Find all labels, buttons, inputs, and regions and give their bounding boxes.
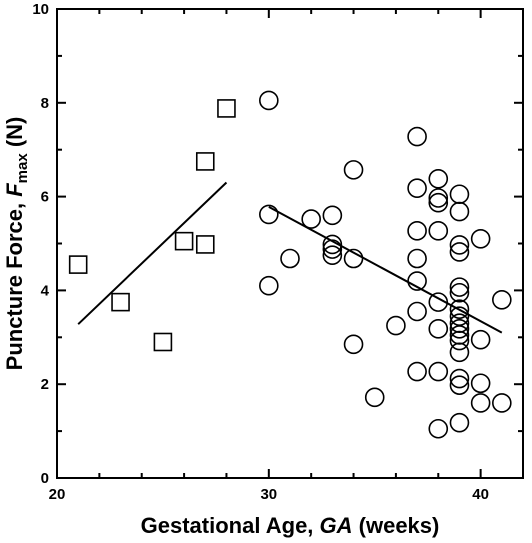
y-tick-label: 8 — [41, 95, 49, 112]
y-axis-title-prefix: Puncture Force, — [2, 197, 27, 371]
circle-point — [322, 205, 343, 226]
circle-point — [407, 271, 427, 291]
square-point — [217, 99, 236, 118]
circle-point — [364, 387, 385, 408]
circle-point — [407, 361, 427, 382]
y-axis-title-sub: max — [14, 153, 31, 184]
circle-point — [322, 239, 343, 259]
circle-point — [428, 192, 449, 213]
circle-point — [449, 235, 470, 255]
circle-point — [470, 229, 491, 249]
circle-point — [449, 330, 470, 351]
square-point — [195, 152, 215, 171]
x-axis-title: Gestational Age, GA (weeks) — [141, 513, 440, 538]
fit-line-squares — [77, 181, 228, 325]
circle-point — [322, 234, 343, 255]
circle-point — [449, 319, 470, 339]
circle-point — [449, 375, 470, 395]
circle-point — [449, 282, 470, 303]
circle-point — [301, 209, 321, 229]
circle-point — [407, 221, 427, 241]
circle-point — [407, 301, 427, 322]
square-point — [195, 235, 215, 254]
circle-point — [407, 248, 427, 269]
circle-point — [492, 289, 512, 310]
circle-point — [470, 393, 491, 413]
circle-point — [407, 178, 427, 198]
y-tick-label: 4 — [41, 282, 50, 299]
circle-point — [449, 277, 470, 297]
circle-point — [343, 334, 364, 355]
circle-point — [428, 361, 449, 382]
circle-point — [386, 315, 406, 336]
circle-point — [428, 418, 449, 439]
data-points — [68, 90, 512, 439]
x-axis-title-suffix: (weeks) — [353, 513, 440, 538]
circle-point — [259, 275, 279, 296]
square-point — [153, 332, 173, 352]
circle-point — [449, 368, 470, 389]
circle-point — [449, 299, 470, 319]
fit-lines — [77, 181, 503, 334]
square-point — [68, 255, 88, 274]
circle-point — [449, 242, 470, 262]
circle-point — [428, 221, 449, 241]
circle-point — [428, 168, 449, 189]
y-tick-label: 0 — [41, 470, 49, 487]
square-point — [111, 292, 130, 312]
x-axis-title-var: GA — [320, 513, 353, 538]
circle-point — [259, 90, 279, 111]
circle-point — [449, 201, 470, 222]
y-axis-title-var: F — [2, 183, 27, 197]
square-point — [174, 231, 194, 251]
x-tick-label: 20 — [49, 486, 66, 503]
y-axis-title-suffix: (N) — [2, 117, 27, 154]
circle-point — [428, 292, 449, 312]
circle-point — [259, 204, 279, 225]
circle-point — [407, 126, 427, 147]
circle-point — [449, 342, 470, 363]
circle-point — [449, 184, 470, 205]
y-tick-label: 2 — [41, 376, 49, 393]
x-tick-label: 40 — [472, 486, 489, 503]
x-axis-title-prefix: Gestational Age, — [141, 513, 320, 538]
x-tick-label: 30 — [260, 486, 277, 503]
circle-point — [280, 248, 300, 269]
y-axis-title: Puncture Force, Fmax (N) — [2, 117, 31, 371]
circle-point — [428, 188, 449, 208]
circle-point — [470, 329, 491, 350]
circle-point — [343, 248, 364, 269]
circle-point — [449, 412, 470, 433]
circle-point — [470, 373, 491, 394]
circle-point — [428, 319, 449, 339]
plot-frame — [56, 8, 524, 479]
y-tick-label: 10 — [32, 1, 49, 18]
circle-point — [343, 160, 364, 180]
circle-point — [492, 393, 512, 413]
circle-point — [322, 245, 343, 266]
ticks-layer: 20 30 40 0 2 4 6 8 10 — [32, 1, 524, 503]
y-tick-label: 6 — [41, 189, 49, 206]
